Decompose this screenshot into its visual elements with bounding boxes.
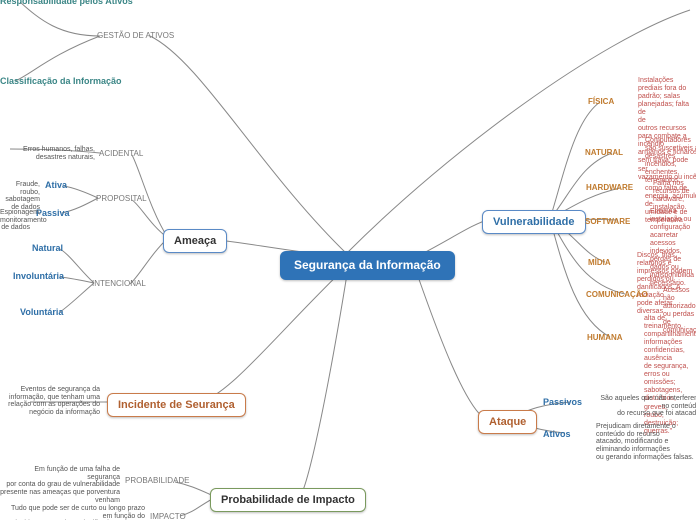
involuntaria-label[interactable]: Involuntária bbox=[13, 272, 64, 282]
humana-label[interactable]: HUMANA bbox=[587, 334, 623, 343]
incidente-title: Incidente de Seurança bbox=[118, 399, 235, 411]
probabilidade-label[interactable]: PROBABILIDADE bbox=[125, 477, 189, 486]
passiva-note: Espionagem, monitoramento de dados bbox=[0, 209, 30, 232]
ativos-label[interactable]: Ativos bbox=[543, 430, 571, 440]
probabilidade-node[interactable]: Probabilidade de Impacto bbox=[210, 488, 366, 512]
center-label: Segurança da Informação bbox=[294, 258, 441, 272]
natural-label[interactable]: Natural bbox=[32, 244, 63, 254]
ameaca-title: Ameaça bbox=[174, 235, 216, 247]
probabilidade-note: Em função de uma falha de segurança por … bbox=[0, 466, 120, 504]
comunicacao-label[interactable]: COMUNICAÇÃO bbox=[586, 291, 648, 300]
proposital-label[interactable]: PROPOSITAL bbox=[96, 195, 147, 204]
classificacao-label[interactable]: Classificação da Informação bbox=[0, 77, 122, 87]
ataque-node[interactable]: Ataque bbox=[478, 410, 537, 434]
impacto-note: Tudo que pode ser de curto ou longo praz… bbox=[0, 505, 145, 520]
ativa-note: Fraude, roubo, sabotagem de dados bbox=[0, 181, 40, 212]
acidental-note: Erros humanos, falhas, desastres naturai… bbox=[0, 146, 95, 161]
software-label[interactable]: SOFTWARE bbox=[585, 218, 630, 227]
fisica-label[interactable]: FÍSICA bbox=[588, 98, 614, 107]
center-node[interactable]: Segurança da Informação bbox=[280, 251, 455, 280]
ativos-note: Prejudicam diretamente o conteúdo do rec… bbox=[596, 423, 696, 461]
ataque-title: Ataque bbox=[489, 416, 526, 428]
responsabilidade-label[interactable]: Responsabilidade pelos Ativos bbox=[0, 0, 133, 7]
vulnerabilidade-title: Vulnerabilidade bbox=[493, 216, 575, 228]
probabilidade-title: Probabilidade de Impacto bbox=[221, 494, 355, 506]
passivos-note: São aqueles que não interferem no conteú… bbox=[600, 395, 696, 418]
vulnerabilidade-node[interactable]: Vulnerabilidade bbox=[482, 210, 586, 234]
ativa-label[interactable]: Ativa bbox=[45, 181, 67, 191]
intencional-label[interactable]: INTENCIONAL bbox=[92, 280, 146, 289]
incidente-node[interactable]: Incidente de Seurança bbox=[107, 393, 246, 417]
passivos-label[interactable]: Passivos bbox=[543, 398, 582, 408]
impacto-label[interactable]: IMPACTO bbox=[150, 513, 186, 520]
ameaca-node[interactable]: Ameaça bbox=[163, 229, 227, 253]
incidente-note: Eventos de segurança da informação, que … bbox=[0, 386, 100, 417]
acidental-label[interactable]: ACIDENTAL bbox=[99, 150, 143, 159]
midia-label[interactable]: MÍDIA bbox=[588, 259, 611, 268]
gestao-ativos-label[interactable]: GESTÃO DE ATIVOS bbox=[97, 32, 174, 41]
natural-v-label[interactable]: NATURAL bbox=[585, 149, 623, 158]
hardware-label[interactable]: HARDWARE bbox=[586, 184, 633, 193]
voluntaria-label[interactable]: Voluntária bbox=[20, 308, 63, 318]
